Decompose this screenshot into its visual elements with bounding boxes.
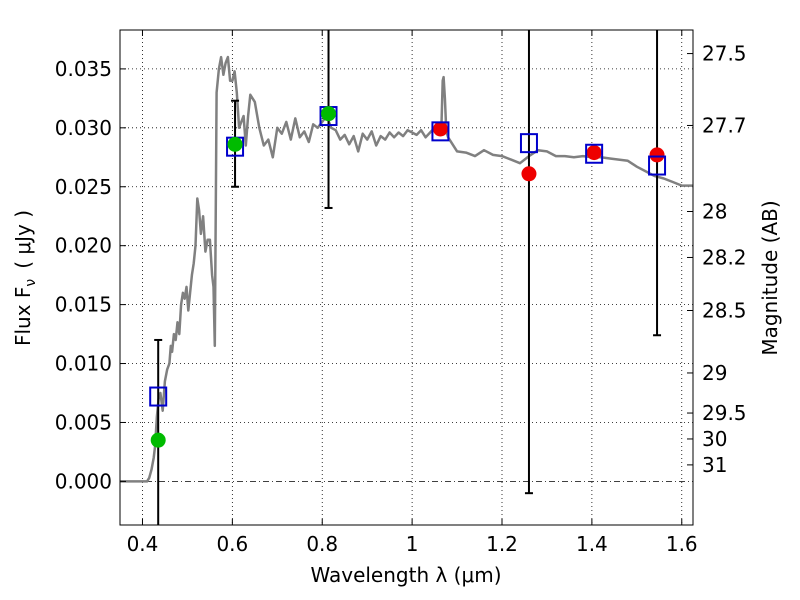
x-tick-label: 0.4 xyxy=(127,532,159,556)
x-ticks: 0.4 0.6 0.8 1 1.2 1.4 1.6 xyxy=(127,30,698,556)
right-tick-label: 28.2 xyxy=(702,245,747,269)
y-axis-title-right: Magnitude (AB) xyxy=(758,200,782,355)
model-flux-marker xyxy=(519,133,538,154)
observed-point xyxy=(150,432,166,448)
y-tick-label: 0.005 xyxy=(55,410,112,434)
observed-point xyxy=(432,121,448,137)
y-ticks: 0.000 0.005 0.010 0.015 0.020 0.025 0.030 0.035 xyxy=(55,57,126,493)
model-sed-layer xyxy=(120,55,693,483)
right-tick-label: 31 xyxy=(702,453,727,477)
observed-point xyxy=(321,106,337,122)
svg-text:Flux Fν( μJy ): Flux Fν ( μJy ) xyxy=(11,210,39,346)
observed-point xyxy=(521,166,537,182)
y-tick-label: 0.015 xyxy=(55,293,112,317)
y-axis-title-main: Flux F xyxy=(11,287,35,346)
y-axis-title-left: Flux Fν ( μJy ) xyxy=(11,210,39,346)
x-axis-title: Wavelength λ (μm) xyxy=(310,563,501,587)
grid xyxy=(120,30,693,525)
x-tick-label: 0.8 xyxy=(306,532,338,556)
right-tick-label: 28 xyxy=(702,200,727,224)
y-tick-label: 0.000 xyxy=(55,469,112,493)
x-tick-label: 1.6 xyxy=(666,532,698,556)
observed-point xyxy=(649,147,665,163)
model-flux-marker xyxy=(585,143,604,164)
model-flux-marker xyxy=(431,121,450,142)
plot-frame xyxy=(119,29,694,526)
y-tick-label: 0.020 xyxy=(55,234,112,258)
right-tick-label: 29.5 xyxy=(702,401,747,425)
model-sed-line xyxy=(120,55,693,483)
observed-point xyxy=(586,145,602,161)
y-tick-label: 0.030 xyxy=(55,116,112,140)
y-tick-label: 0.035 xyxy=(55,57,112,81)
errorbar-layer xyxy=(154,30,662,525)
x-tick-label: 1.2 xyxy=(486,532,518,556)
model-flux-marker xyxy=(648,155,667,176)
y-tick-label: 0.025 xyxy=(55,175,112,199)
right-tick-label: 27.7 xyxy=(702,113,747,137)
x-tick-label: 1.4 xyxy=(576,532,608,556)
right-tick-label: 29 xyxy=(702,361,727,385)
y-axis-title-sub: ν xyxy=(23,279,39,287)
right-tick-label: 27.5 xyxy=(702,42,747,66)
observed-point xyxy=(227,136,243,152)
right-tick-label: 28.5 xyxy=(702,299,747,323)
svg-text:Magnitude (AB): Magnitude (AB) xyxy=(758,200,782,355)
y-axis-title-unit: ( μJy ) xyxy=(11,210,35,269)
x-tick-label: 0.6 xyxy=(216,532,248,556)
points-layer xyxy=(149,106,667,448)
y-tick-label: 0.010 xyxy=(55,352,112,376)
right-tick-label: 30 xyxy=(702,427,727,451)
x-tick-label: 1 xyxy=(406,532,419,556)
model-flux-marker xyxy=(149,386,168,407)
